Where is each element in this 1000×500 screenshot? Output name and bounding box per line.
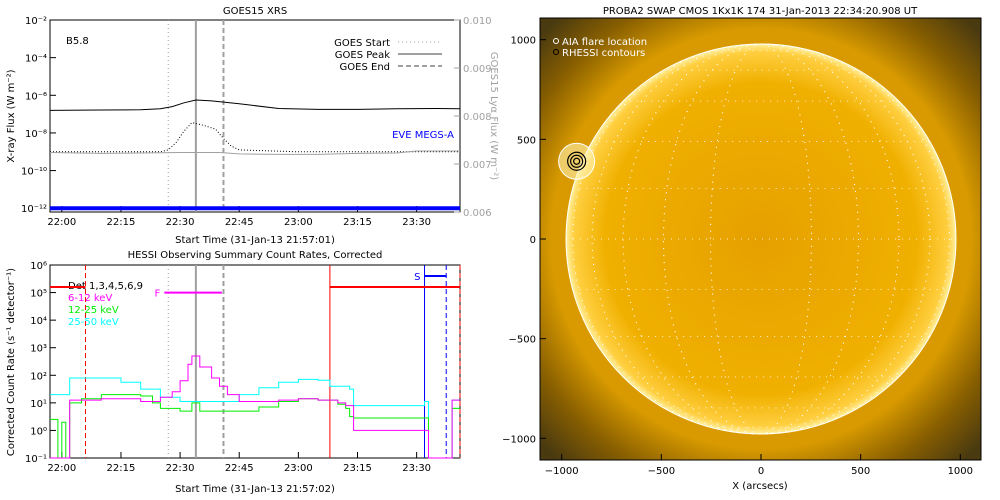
flare-marker bbox=[558, 142, 596, 180]
legend-aia-label: AIA flare location bbox=[562, 37, 647, 48]
y-tick-label: 10⁰ bbox=[30, 426, 47, 437]
legend-rhessi-label: RHESSI contours bbox=[562, 48, 645, 59]
eve-label: EVE MEGS-A bbox=[392, 130, 454, 141]
rhessi-contour bbox=[570, 154, 584, 168]
x-tick-label: 500 bbox=[851, 466, 870, 477]
y-tick-label: 10⁵ bbox=[30, 289, 47, 300]
goes-panel: GOES15 XRS Start Time (31-Jan-13 21:57:0… bbox=[6, 6, 499, 246]
legend-12-25kev: 12-25 keV bbox=[68, 305, 119, 316]
hessi-bar-label: S bbox=[414, 272, 420, 283]
hessi-bar-label: F bbox=[155, 289, 161, 300]
longitude-line bbox=[572, 43, 950, 435]
x-tick-label: 22:00 bbox=[47, 217, 76, 228]
legend-25-50kev: 25-50 keV bbox=[68, 317, 119, 328]
x-tick-label: 22:00 bbox=[47, 463, 76, 474]
swap-panel: PROBA2 SWAP CMOS 1Kx1K 174 31-Jan-2013 2… bbox=[502, 6, 982, 492]
y-tick-label: 10⁶ bbox=[30, 261, 47, 272]
goes-series-1 bbox=[50, 122, 460, 153]
x-tick-label: 23:15 bbox=[343, 217, 372, 228]
y-tick-label: −500 bbox=[509, 335, 536, 346]
x-tick-label: 22:45 bbox=[225, 217, 254, 228]
legend-rhessi-marker bbox=[553, 49, 559, 55]
longitude-line bbox=[710, 43, 812, 435]
hessi-ylabel: Corrected Count Rate (s⁻¹ detector⁻¹) bbox=[6, 268, 17, 456]
y2-tick-label: 0.007 bbox=[463, 160, 492, 171]
goes-series-2 bbox=[49, 150, 460, 155]
goes-xlabel: Start Time (31-Jan-13 21:57:01) bbox=[175, 235, 335, 246]
hessi-series-25-50-keV bbox=[50, 377, 460, 459]
rhessi-contour bbox=[573, 157, 581, 165]
y-tick-label: 10⁻¹ bbox=[25, 454, 47, 465]
hessi-detectors-label: Det 1,3,4,5,6,9 bbox=[68, 281, 143, 292]
swap-xlabel: X (arcsecs) bbox=[732, 481, 788, 492]
hessi-series-6-12-keV bbox=[50, 355, 460, 459]
longitude-line bbox=[663, 43, 859, 435]
x-tick-label: 22:15 bbox=[107, 463, 136, 474]
goes-series-0 bbox=[49, 99, 461, 111]
x-tick-label: 22:30 bbox=[166, 463, 195, 474]
legend-label: GOES Peak bbox=[335, 50, 390, 61]
x-tick-label: 23:00 bbox=[284, 217, 313, 228]
x-tick-label: 22:45 bbox=[225, 463, 254, 474]
y2-tick-label: 0.006 bbox=[463, 208, 492, 219]
rhessi-contour bbox=[567, 151, 587, 171]
hessi-xlabel: Start Time (31-Jan-13 21:57:02) bbox=[175, 484, 335, 495]
y-tick-label: 10² bbox=[30, 371, 47, 382]
x-tick-label: 0 bbox=[758, 466, 764, 477]
x-tick-label: 23:30 bbox=[402, 463, 431, 474]
goes-ylabel: X-ray Flux (W m⁻²) bbox=[6, 69, 17, 162]
x-tick-label: 23:15 bbox=[343, 463, 372, 474]
solar-disk bbox=[565, 43, 957, 435]
legend-aia-marker bbox=[553, 38, 559, 44]
swap-title: PROBA2 SWAP CMOS 1Kx1K 174 31-Jan-2013 2… bbox=[603, 6, 918, 17]
y2-tick-label: 0.010 bbox=[463, 16, 492, 27]
x-tick-label: 23:30 bbox=[402, 217, 431, 228]
y-tick-label: 10⁴ bbox=[30, 316, 47, 327]
y-tick-label: 10⁻⁴ bbox=[25, 54, 47, 65]
goes-y2label: GOES15 Lyα Flux (W m⁻²) bbox=[488, 52, 499, 180]
legend-label: GOES Start bbox=[334, 38, 390, 49]
y-tick-label: 10⁻⁸ bbox=[25, 129, 47, 140]
goes-title: GOES15 XRS bbox=[223, 6, 287, 17]
goes-class-label: B5.8 bbox=[66, 36, 89, 47]
legend-6-12kev: 6-12 keV bbox=[68, 293, 112, 304]
y2-tick-label: 0.009 bbox=[463, 64, 492, 75]
hessi-title: HESSI Observing Summary Count Rates, Cor… bbox=[128, 250, 383, 261]
y-tick-label: 0 bbox=[530, 235, 536, 246]
y-tick-label: 10⁻¹⁰ bbox=[21, 167, 47, 178]
x-tick-label: 22:15 bbox=[107, 217, 136, 228]
y-tick-label: 10⁻⁶ bbox=[25, 91, 47, 102]
y2-tick-label: 0.008 bbox=[463, 112, 492, 123]
hessi-panel: HESSI Observing Summary Count Rates, Cor… bbox=[6, 250, 461, 495]
plot-frame bbox=[49, 19, 461, 213]
x-tick-label: 1000 bbox=[948, 466, 973, 477]
y-tick-label: 10¹ bbox=[30, 399, 47, 410]
x-tick-label: 22:30 bbox=[166, 217, 195, 228]
heliographic-grid bbox=[566, 43, 956, 435]
y-tick-label: 500 bbox=[517, 135, 536, 146]
aia-flare-location-circle bbox=[558, 142, 596, 180]
x-tick-label: −1000 bbox=[545, 466, 579, 477]
y-tick-label: 1000 bbox=[511, 36, 536, 47]
x-tick-label: −500 bbox=[648, 466, 675, 477]
y-tick-label: 10³ bbox=[30, 344, 47, 355]
hessi-series-12-25-keV bbox=[50, 394, 460, 459]
y-tick-label: −1000 bbox=[502, 434, 536, 445]
y-tick-label: 10⁻¹² bbox=[21, 204, 47, 215]
legend-label: GOES End bbox=[340, 62, 390, 73]
x-tick-label: 23:00 bbox=[284, 463, 313, 474]
y-tick-label: 10⁻² bbox=[25, 16, 47, 27]
